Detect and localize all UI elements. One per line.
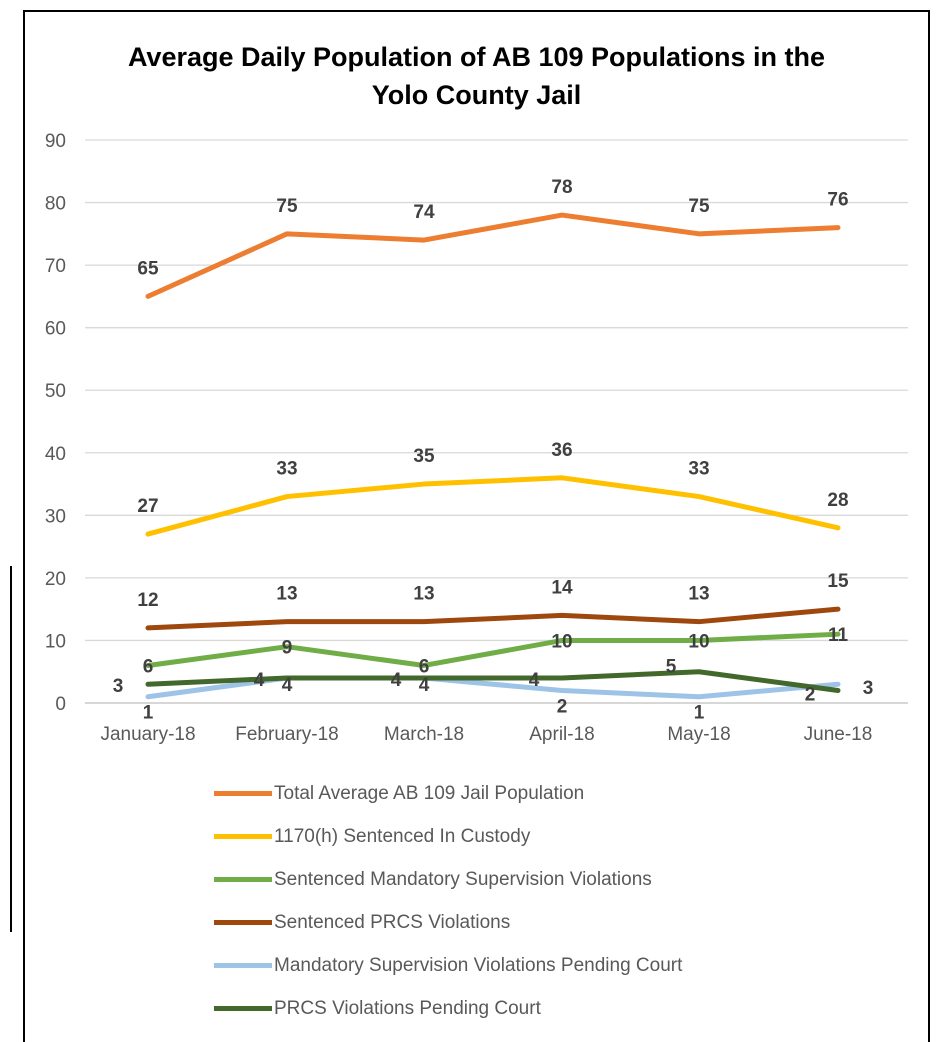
- y-tick-label: 20: [45, 569, 66, 590]
- legend-item: Mandatory Supervision Violations Pending…: [214, 944, 682, 987]
- y-tick-label: 10: [45, 631, 66, 652]
- series-line-5: [145, 669, 841, 693]
- chart-title-line-2: Yolo County Jail: [371, 80, 582, 110]
- data-label-s5-p0: 3: [113, 676, 124, 697]
- data-label-s0-p4: 75: [688, 196, 710, 217]
- data-label-s0-p1: 75: [276, 196, 298, 217]
- data-label-s2-p4: 10: [688, 631, 709, 652]
- y-tick-label: 60: [45, 319, 66, 340]
- data-label-s5-p1: 4: [254, 670, 265, 691]
- data-label-s1-p4: 33: [688, 459, 709, 480]
- legend-label: PRCS Violations Pending Court: [274, 997, 541, 1019]
- legend-swatch: [214, 877, 272, 882]
- data-label-s2-p5: 11: [828, 625, 849, 646]
- chart-title-line-1: Average Daily Population of AB 109 Popul…: [127, 42, 826, 72]
- x-tick-label: February-18: [235, 724, 339, 745]
- data-label-s0-p5: 76: [827, 190, 848, 211]
- legend-item: 1170(h) Sentenced In Custody: [214, 815, 682, 858]
- data-label-s1-p3: 36: [551, 440, 572, 461]
- data-label-s4-p5: 3: [863, 678, 874, 699]
- data-label-s3-p0: 12: [137, 590, 158, 611]
- legend-label: Sentenced PRCS Violations: [274, 911, 511, 933]
- x-tick-label: March-18: [384, 724, 464, 745]
- series-line-0: [145, 212, 841, 299]
- legend-label: 1170(h) Sentenced In Custody: [274, 825, 531, 847]
- y-tick-label: 70: [45, 256, 66, 277]
- y-tick-label: 40: [45, 444, 66, 465]
- data-label-s2-p0: 6: [143, 656, 154, 677]
- y-axis-ticks: 0 10 20 30 40 50 60 70 80 90: [45, 131, 66, 715]
- legend-swatch: [214, 1006, 272, 1011]
- y-tick-label: 50: [45, 381, 66, 402]
- data-label-s2-p2: 6: [419, 656, 430, 677]
- data-label-s1-p5: 28: [827, 490, 848, 511]
- legend-label: Mandatory Supervision Violations Pending…: [274, 954, 683, 976]
- x-tick-label: April-18: [529, 724, 594, 745]
- x-tick-label: May-18: [667, 724, 730, 745]
- legend-swatch: [214, 791, 272, 796]
- legend-item: Sentenced PRCS Violations: [214, 901, 682, 944]
- data-label-s2-p3: 10: [551, 631, 572, 652]
- x-axis-ticks: January-18 February-18 March-18 April-18 May…: [100, 724, 872, 745]
- series-line-2: [145, 631, 841, 668]
- chart-frame: [23, 10, 930, 1042]
- data-label-s4-p1: 4: [282, 675, 293, 696]
- legend: Total Average AB 109 Jail Population 1170…: [214, 772, 682, 1030]
- legend-swatch: [214, 963, 272, 968]
- data-label-s3-p5: 15: [827, 571, 849, 592]
- legend-swatch: [214, 834, 272, 839]
- data-label-s3-p2: 13: [413, 584, 434, 605]
- data-label-s3-p3: 14: [551, 577, 573, 598]
- data-label-s4-p2: 4: [419, 675, 430, 696]
- y-tick-label: 30: [45, 506, 66, 527]
- y-tick-label: 0: [55, 694, 66, 715]
- data-label-s1-p1: 33: [276, 459, 297, 480]
- data-label-s4-p0: 1: [143, 703, 154, 724]
- data-label-s5-p3: 4: [529, 670, 540, 691]
- legend-swatch: [214, 920, 272, 925]
- data-label-s4-p4: 1: [694, 703, 705, 724]
- data-label-s5-p5: 2: [805, 684, 816, 705]
- legend-item: Sentenced Mandatory Supervision Violatio…: [214, 858, 682, 901]
- x-tick-label: June-18: [804, 724, 873, 745]
- legend-item: PRCS Violations Pending Court: [214, 987, 682, 1030]
- y-tick-label: 90: [45, 131, 66, 152]
- data-label-s3-p1: 13: [276, 584, 297, 605]
- data-label-s2-p1: 9: [282, 638, 293, 659]
- gridlines: [85, 139, 908, 704]
- data-label-s3-p4: 13: [688, 584, 709, 605]
- legend-label: Sentenced Mandatory Supervision Violatio…: [274, 868, 652, 890]
- y-tick-label: 80: [45, 194, 66, 215]
- data-label-s0-p2: 74: [413, 202, 435, 223]
- left-margin-rule: [10, 566, 12, 932]
- series-lines: [145, 212, 841, 700]
- chart-title: Average Daily Population of AB 109 Popul…: [23, 38, 930, 114]
- series-line-1: [145, 475, 841, 537]
- series-line-3: [145, 606, 841, 631]
- x-tick-label: January-18: [100, 724, 195, 745]
- data-label-s0-p0: 65: [137, 258, 159, 279]
- data-label-s1-p2: 35: [413, 446, 435, 467]
- data-label-s5-p2: 4: [391, 670, 402, 691]
- legend-label: Total Average AB 109 Jail Population: [274, 782, 585, 804]
- legend-item: Total Average AB 109 Jail Population: [214, 772, 682, 815]
- data-label-s1-p0: 27: [137, 496, 158, 517]
- data-label-s5-p4: 5: [666, 657, 677, 678]
- data-label-s4-p3: 2: [557, 696, 568, 717]
- data-label-s0-p3: 78: [551, 177, 572, 198]
